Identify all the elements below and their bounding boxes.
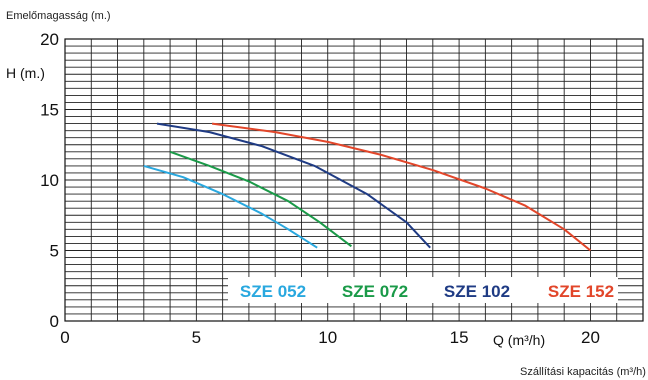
y-tick-label: 0 [50,312,59,331]
bottom-label: Szállítási kapacitás (m³/h) [520,366,646,378]
x-tick-label: 5 [192,328,201,347]
axes: 0 5 10 15 20 0 5 10 15 20 [40,30,600,347]
legend-entry: SZE 152 [548,282,614,301]
curve-sze-152 [211,122,592,252]
y-tick-label: 15 [40,101,59,120]
x-tick-label: 0 [60,328,69,347]
curve-sze-052 [143,164,318,249]
curve-sze-072 [169,150,353,248]
y-axis-label: H (m.) [6,65,45,81]
legend-box [228,277,618,303]
curve-sze-102 [156,122,431,249]
top-label: Emelőmagasság (m.) [6,10,111,22]
x-unit-label: Q (m³/h) [493,332,545,348]
curves [143,122,592,252]
legend-entry: SZE 052 [240,282,306,301]
x-tick-label: 10 [318,328,337,347]
legend: SZE 052 SZE 072 SZE 102 SZE 152 [228,277,618,303]
y-tick-label: 5 [50,242,59,261]
y-tick-label: 10 [40,171,59,190]
y-tick-label: 20 [40,30,59,49]
x-tick-label: 20 [581,328,600,347]
legend-entry: SZE 072 [342,282,408,301]
legend-entry: SZE 102 [444,282,510,301]
x-tick-label: 15 [450,328,469,347]
